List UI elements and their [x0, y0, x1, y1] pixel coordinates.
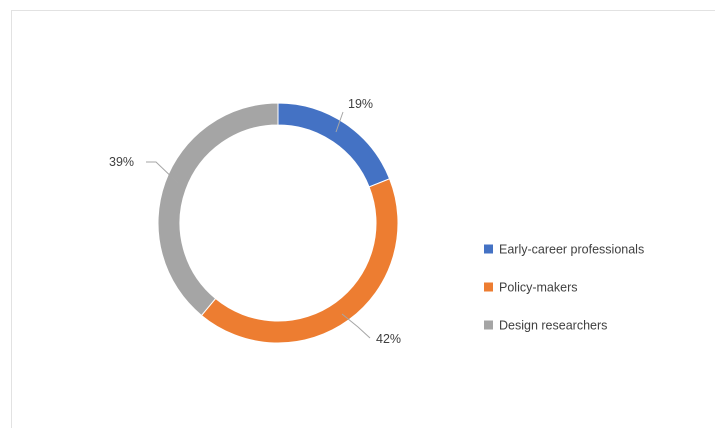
data-label-policy-makers: 42%	[376, 332, 401, 346]
legend-label-policy-makers: Policy-makers	[499, 281, 578, 295]
legend: Early-career professionals Policy-makers…	[484, 243, 644, 333]
slice-design-researchers	[157, 102, 279, 317]
legend-label-design-researchers: Design researchers	[499, 319, 607, 333]
data-label-design-researchers: 39%	[109, 155, 134, 169]
chart-area	[11, 10, 715, 428]
legend-swatch-design-researchers	[484, 320, 493, 330]
leader-lines	[146, 111, 371, 339]
data-labels: 19% 42% 39%	[109, 97, 401, 346]
legend-swatch-policy-makers	[484, 282, 493, 292]
leader-line-early-career	[335, 111, 344, 133]
slice-early-career	[277, 102, 391, 188]
data-label-early-career: 19%	[348, 97, 373, 111]
legend-label-early-career: Early-career professionals	[499, 243, 644, 257]
legend-swatch-early-career	[484, 244, 493, 254]
leader-line-policy-makers	[341, 313, 371, 339]
leader-line-design-researchers	[146, 161, 179, 184]
donut-slices	[157, 102, 399, 344]
slice-policy-makers	[200, 178, 399, 344]
